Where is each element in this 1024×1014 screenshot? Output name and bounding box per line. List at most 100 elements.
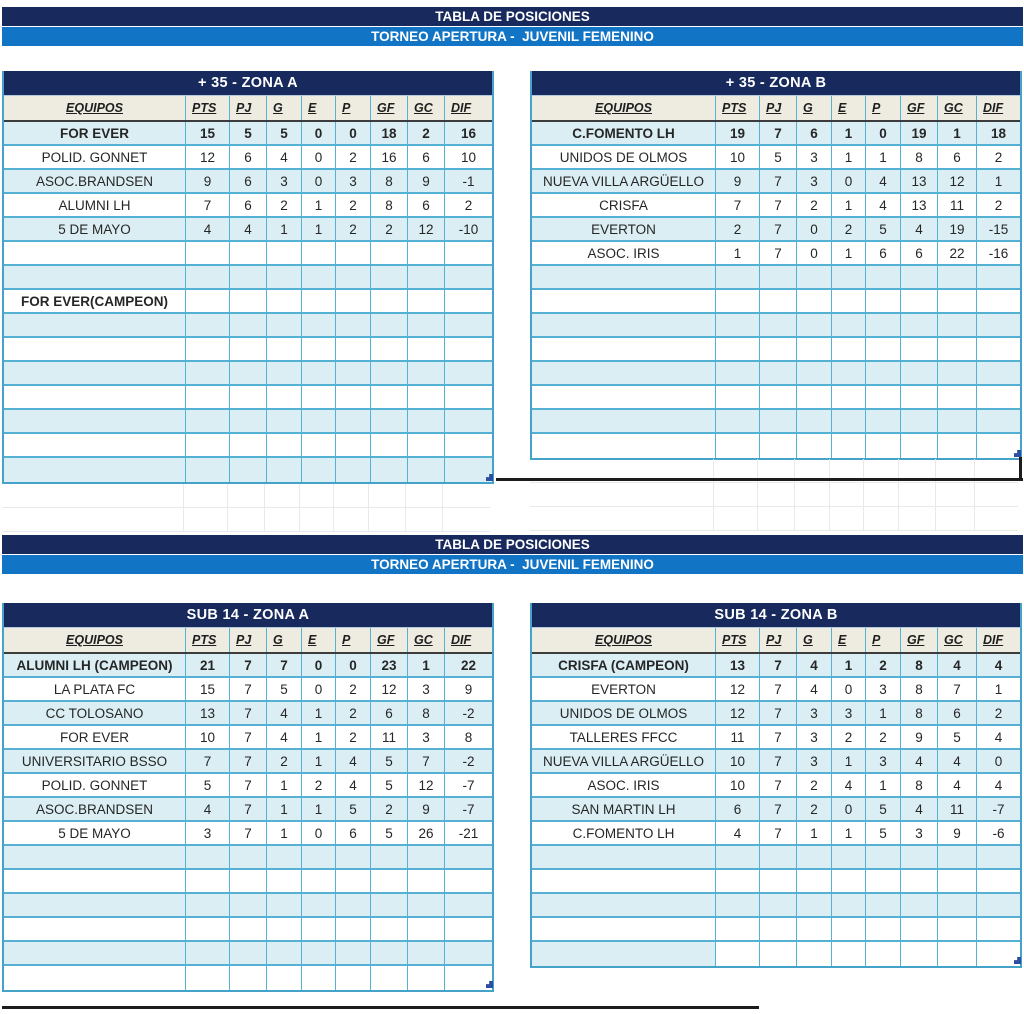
stat-cell[interactable]: 8 [371, 170, 408, 192]
stat-cell[interactable]: 2 [336, 702, 371, 724]
stat-cell[interactable]: 13 [901, 170, 938, 192]
empty-cell[interactable] [445, 314, 492, 336]
stat-cell[interactable]: -1 [462, 173, 475, 189]
empty-cell[interactable] [4, 942, 186, 964]
stat-cell[interactable]: 0 [302, 146, 336, 168]
sheet-cell[interactable] [830, 507, 864, 530]
sheet-cell[interactable] [443, 484, 490, 507]
empty-cell[interactable] [532, 338, 716, 360]
empty-cell[interactable] [938, 870, 977, 892]
empty-cell[interactable] [532, 846, 716, 868]
stat-cell[interactable]: 0 [866, 122, 901, 144]
stat-cell[interactable]: 12 [716, 702, 760, 724]
stat-cell[interactable]: 5 [866, 218, 901, 240]
empty-cell[interactable] [532, 314, 716, 336]
empty-cell[interactable] [977, 942, 1020, 966]
empty-cell[interactable] [977, 314, 1020, 336]
stat-cell[interactable]: 18 [371, 122, 408, 144]
stat-cell[interactable]: 4 [186, 218, 230, 240]
team-cell[interactable]: CC TOLOSANO [4, 702, 186, 724]
empty-cell[interactable] [408, 290, 445, 312]
empty-cell[interactable] [408, 362, 445, 384]
column-header-pts[interactable]: PTS [186, 96, 230, 120]
empty-cell[interactable] [716, 362, 760, 384]
stat-cell[interactable]: 3 [797, 146, 832, 168]
stat-cell[interactable]: 0 [336, 122, 371, 144]
empty-cell[interactable] [760, 918, 797, 940]
stat-cell[interactable]: 1 [832, 122, 866, 144]
empty-cell[interactable] [186, 290, 230, 312]
empty-cell[interactable] [186, 386, 230, 408]
stat-cell[interactable]: 3 [336, 170, 371, 192]
stat-cell[interactable]: 2 [267, 750, 302, 772]
empty-cell[interactable] [4, 918, 186, 940]
empty-cell[interactable] [977, 434, 1020, 458]
empty-cell[interactable] [832, 410, 866, 432]
sheet-cell[interactable] [714, 507, 758, 530]
stat-cell[interactable]: 7 [760, 774, 797, 796]
stat-cell[interactable]: 5 [760, 146, 797, 168]
table-title[interactable]: SUB 14 - ZONA A [4, 603, 492, 627]
sheet-cell[interactable] [975, 483, 1018, 506]
empty-cell[interactable] [267, 894, 302, 916]
sheet-cell[interactable] [758, 483, 795, 506]
stat-cell[interactable]: 1 [832, 654, 866, 676]
stat-cell[interactable]: 5 [371, 822, 408, 844]
empty-cell[interactable] [832, 894, 866, 916]
sheet-cell[interactable] [864, 483, 899, 506]
empty-cell[interactable] [866, 314, 901, 336]
empty-cell[interactable] [186, 846, 230, 868]
stat-cell[interactable]: 3 [866, 678, 901, 700]
empty-cell[interactable] [267, 846, 302, 868]
empty-cell[interactable] [760, 314, 797, 336]
stat-cell[interactable]: 1 [302, 726, 336, 748]
stat-cell[interactable]: 8 [901, 678, 938, 700]
stat-cell[interactable]: -7 [462, 801, 475, 817]
stat-cell[interactable]: 13 [186, 702, 230, 724]
empty-cell[interactable] [336, 458, 371, 482]
column-header-pj[interactable]: PJ [230, 96, 267, 120]
stat-cell[interactable]: 15 [186, 122, 230, 144]
empty-cell[interactable] [760, 434, 797, 458]
stat-cell[interactable]: 0 [832, 798, 866, 820]
empty-cell[interactable] [267, 918, 302, 940]
team-cell[interactable]: FOR EVER [4, 726, 186, 748]
column-header-gc[interactable]: GC [408, 628, 445, 652]
stat-cell[interactable]: 4 [994, 657, 1003, 673]
empty-cell[interactable] [302, 314, 336, 336]
team-cell[interactable]: ASOC.BRANDSEN [4, 798, 186, 820]
team-cell[interactable]: NUEVA VILLA ARGÜELLO [532, 170, 716, 192]
empty-cell[interactable] [408, 966, 445, 990]
stat-cell[interactable]: 2 [994, 197, 1003, 213]
empty-cell[interactable] [302, 894, 336, 916]
empty-cell[interactable] [797, 338, 832, 360]
table-title[interactable]: SUB 14 - ZONA B [532, 603, 1020, 627]
stat-cell[interactable]: 5 [371, 750, 408, 772]
stat-cell[interactable]: 8 [901, 774, 938, 796]
stat-cell[interactable]: 8 [371, 194, 408, 216]
empty-cell[interactable] [938, 290, 977, 312]
team-cell[interactable]: 5 DE MAYO [4, 822, 186, 844]
sheet-cell[interactable] [406, 508, 443, 531]
stat-cell[interactable]: 6 [938, 702, 977, 724]
empty-cell[interactable] [230, 846, 267, 868]
stat-cell[interactable]: 19 [716, 122, 760, 144]
sheet-cell[interactable] [406, 484, 443, 507]
empty-cell[interactable] [866, 434, 901, 458]
stat-cell[interactable]: 26 [408, 822, 445, 844]
stat-cell[interactable]: 6 [371, 702, 408, 724]
empty-cell[interactable] [532, 942, 716, 966]
column-header-e[interactable]: E [302, 96, 336, 120]
column-header-equipos[interactable]: EQUIPOS [4, 628, 186, 652]
sheet-cell[interactable] [899, 483, 936, 506]
empty-cell[interactable] [186, 338, 230, 360]
empty-cell[interactable] [977, 918, 1020, 940]
stat-cell[interactable]: 7 [267, 654, 302, 676]
stat-cell[interactable]: 7 [760, 798, 797, 820]
empty-cell[interactable] [4, 314, 186, 336]
stat-cell[interactable]: 7 [938, 678, 977, 700]
empty-cell[interactable] [371, 870, 408, 892]
stat-cell[interactable]: 6 [901, 242, 938, 264]
sheet-cell[interactable] [228, 508, 265, 531]
empty-cell[interactable] [901, 410, 938, 432]
